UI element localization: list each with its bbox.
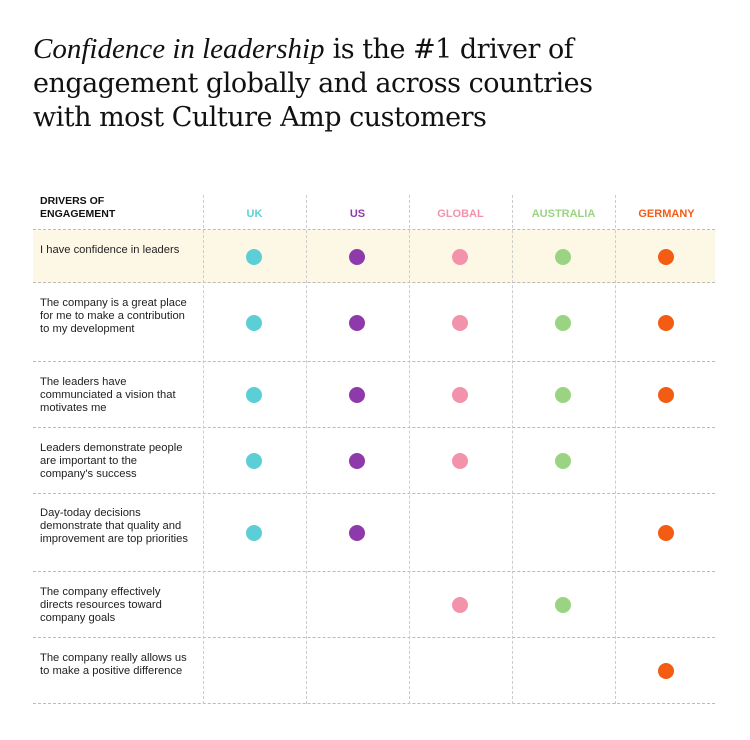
table-row: Leaders demonstrate people are important…	[33, 428, 715, 494]
dot-global	[452, 453, 468, 469]
column-header-us: US	[349, 208, 366, 220]
table-row: The company is a great place for me to m…	[33, 283, 715, 362]
dot-uk	[246, 248, 262, 265]
dot-global	[452, 387, 468, 403]
dot-uk	[246, 525, 262, 541]
column-divider	[306, 195, 307, 704]
driver-label: I have confidence in leaders	[40, 244, 180, 256]
column-header-global: GLOBAL	[437, 208, 484, 220]
column-header-australia: AUSTRALIA	[531, 208, 596, 220]
column-divider	[512, 195, 513, 704]
header-row: DRIVERS OF ENGAGEMENT UK US GLOBAL AUSTRALI…	[33, 195, 715, 230]
driver-label: Leaders demonstrate people are important…	[40, 442, 183, 480]
dot-germany	[658, 314, 674, 331]
dot-australia	[555, 387, 571, 403]
page-title: Confidence in leadership is the #1 drive…	[33, 32, 633, 135]
column-header-germany: GERMANY	[638, 208, 695, 220]
dot-us	[349, 248, 365, 265]
table-row: Day-today decisions demonstrate that qua…	[33, 494, 715, 572]
title-rest: is the #1 driver of engagement globally …	[33, 34, 593, 133]
column-divider	[203, 195, 204, 704]
dot-australia	[555, 453, 571, 469]
dot-australia	[555, 314, 571, 331]
dot-us	[349, 525, 365, 541]
driver-label: The company really allows us to make a p…	[40, 652, 187, 677]
dot-australia	[555, 248, 571, 265]
title-emphasis: Confidence in leadership	[33, 33, 325, 65]
dot-us	[349, 453, 365, 469]
dot-uk	[246, 453, 262, 469]
column-header-uk: UK	[246, 208, 263, 220]
driver-label: The company effectively directs resource…	[40, 586, 162, 624]
driver-label: The company is a great place for me to m…	[40, 297, 187, 335]
row-header-label: DRIVERS OF ENGAGEMENT	[40, 195, 116, 220]
column-divider	[615, 195, 616, 704]
dot-global	[452, 314, 468, 331]
dot-uk	[246, 387, 262, 403]
column-divider	[409, 195, 410, 704]
dot-germany	[658, 663, 674, 679]
table-row: The leaders have communciated a vision t…	[33, 362, 715, 428]
dot-us	[349, 314, 365, 331]
driver-label: Day-today decisions demonstrate that qua…	[40, 507, 188, 545]
dot-germany	[658, 387, 674, 403]
dot-uk	[246, 314, 262, 331]
dot-germany	[658, 248, 674, 265]
dot-germany	[658, 525, 674, 541]
dot-australia	[555, 597, 571, 613]
driver-label: The leaders have communciated a vision t…	[40, 376, 176, 414]
table-row: The company really allows us to make a p…	[33, 638, 715, 704]
table-row: The company effectively directs resource…	[33, 572, 715, 638]
dot-us	[349, 387, 365, 403]
dot-global	[452, 248, 468, 265]
dot-global	[452, 597, 468, 613]
table-row: I have confidence in leaders	[33, 230, 715, 283]
